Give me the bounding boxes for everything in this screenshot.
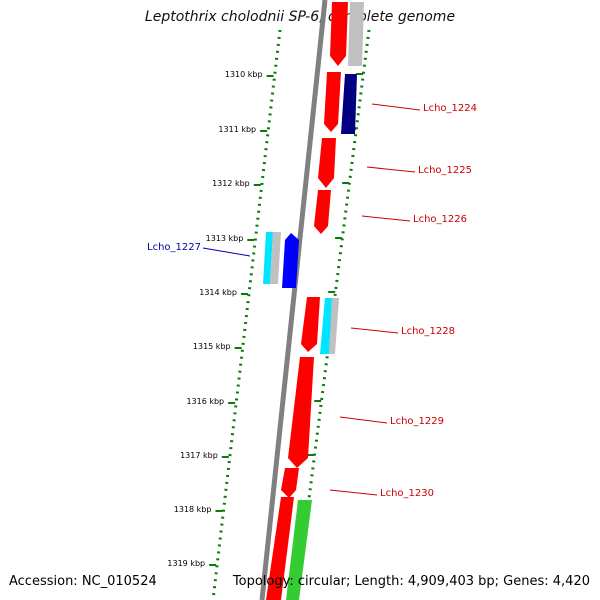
gene-arrow-top-red[interactable]	[330, 2, 348, 66]
gene-arrow-lcho-1225[interactable]	[318, 138, 336, 188]
gene-label-connectors	[202, 103, 421, 496]
gene-labels: Lcho_1224 Lcho_1225 Lcho_1226 Lcho_1227 Lcho…	[147, 103, 477, 499]
gene-label[interactable]: Lcho_1226	[413, 214, 467, 225]
gene-label[interactable]: Lcho_1227	[147, 242, 201, 253]
scale-label: 1314 kbp	[199, 288, 237, 297]
scale-label: 1316 kbp	[186, 397, 224, 406]
gene-label-connector	[339, 416, 388, 424]
gene-arrow-lcho-1224[interactable]	[324, 72, 341, 132]
gene-label[interactable]: Lcho_1228	[401, 326, 455, 337]
gene-label[interactable]: Lcho_1229	[390, 416, 444, 427]
gene-arrow-lcho-1230[interactable]	[281, 468, 299, 498]
gene-arrow-navy[interactable]	[341, 74, 357, 134]
gene-label[interactable]: Lcho_1225	[418, 165, 472, 176]
gene-label-connector	[366, 166, 416, 173]
scale-label: 1315 kbp	[193, 342, 231, 351]
scale-label: 1319 kbp	[167, 559, 205, 568]
gene-arrow-bottom-green[interactable]	[286, 500, 312, 600]
gene-arrow-bottom-red[interactable]	[266, 497, 294, 600]
gene-arrow-lcho-1229[interactable]	[288, 357, 314, 468]
scale-label: 1313 kbp	[206, 234, 244, 243]
scale-label: 1310 kbp	[225, 70, 263, 79]
gene-arrow-lcho-1227-gray[interactable]	[270, 232, 281, 284]
scale-label: 1317 kbp	[180, 451, 218, 460]
scale-label: 1312 kbp	[212, 179, 250, 188]
gene-arrow-lcho-1228-cyan[interactable]	[320, 298, 332, 354]
map-title: Leptothrix cholodnii SP-6, complete geno…	[144, 9, 456, 25]
gene-arrow-lcho-1228-gray[interactable]	[329, 298, 339, 354]
scale-label: 1311 kbp	[218, 125, 256, 134]
gene-label-connector	[329, 489, 378, 496]
accession-text: Accession: NC_010524	[9, 574, 157, 589]
gene-arrow-lcho-1227-cyan[interactable]	[263, 232, 273, 284]
scale-label: 1318 kbp	[174, 505, 212, 514]
gene-arrow-top-gray[interactable]	[348, 2, 364, 66]
gene-arrow-lcho-1228[interactable]	[301, 297, 320, 352]
topology-text: Topology: circular; Length: 4,909,403 bp…	[232, 574, 590, 589]
gene-label[interactable]: Lcho_1224	[423, 103, 477, 114]
gene-arrow-lcho-1227[interactable]	[282, 233, 299, 288]
gene-arrow-lcho-1226[interactable]	[314, 190, 331, 234]
genome-backbone	[259, 0, 328, 600]
gene-label-connector	[202, 247, 251, 257]
gene-label[interactable]: Lcho_1230	[380, 488, 434, 499]
gene-label-connector	[350, 327, 399, 334]
gene-features	[263, 2, 364, 600]
gene-label-connector	[361, 215, 411, 222]
gene-label-connector	[371, 103, 421, 111]
scale-labels: 1310 kbp 1311 kbp 1312 kbp 1313 kbp 1314 kbp…	[167, 70, 262, 568]
